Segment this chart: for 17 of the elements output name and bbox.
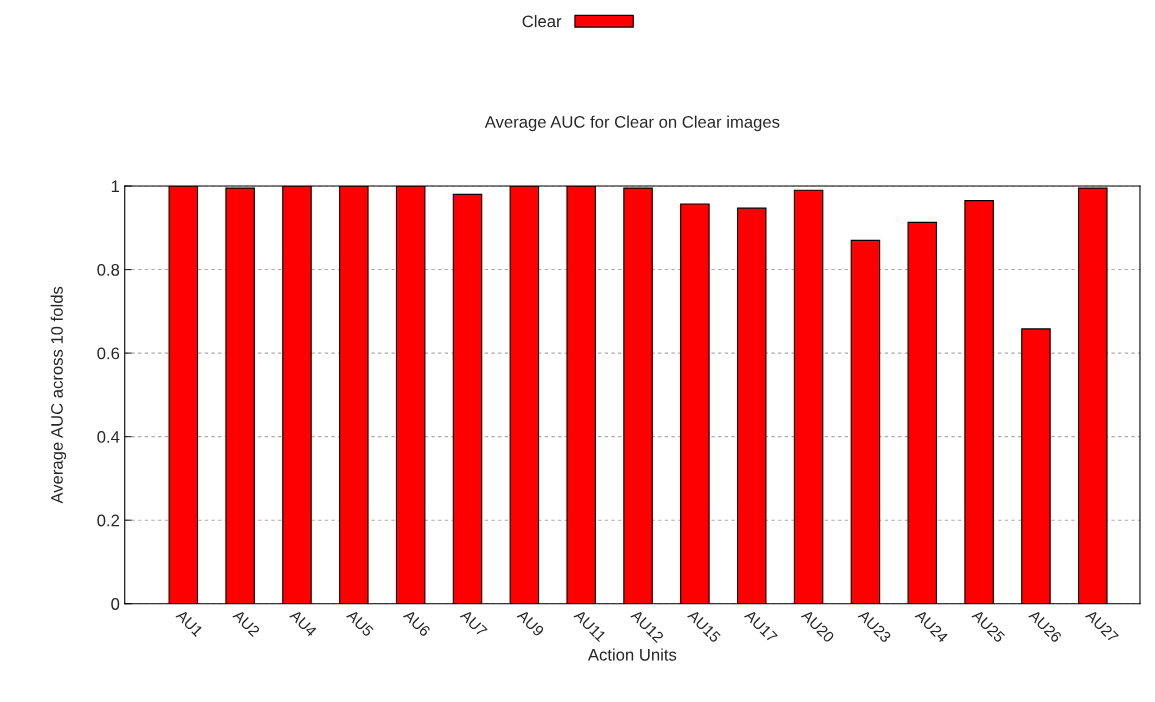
legend-label: Clear — [522, 15, 562, 28]
x-tick-label: AU4 — [289, 609, 318, 638]
y-tick-label: 1 — [111, 180, 120, 193]
x-tick-label: AU5 — [345, 609, 374, 638]
x-tick-label: AU1 — [175, 609, 204, 637]
y-tick-label: 0 — [111, 598, 120, 610]
y-tick-label: 0.2 — [97, 514, 120, 527]
y-tick-label: 0.6 — [97, 347, 120, 360]
chart-title: Average AUC for Clear on Clear images — [484, 115, 780, 132]
x-axis-title: Action Units — [587, 648, 677, 661]
x-tick-label: AU9 — [516, 608, 545, 638]
y-axis-title: Average AUC across 10 folds — [50, 286, 67, 504]
x-tick-label: AU7 — [459, 609, 488, 637]
y-tick-label: 0.8 — [97, 263, 120, 276]
x-tick-label: AU6 — [402, 608, 431, 638]
y-tick-label: 0.4 — [97, 431, 120, 443]
x-tick-label: AU2 — [232, 608, 261, 637]
